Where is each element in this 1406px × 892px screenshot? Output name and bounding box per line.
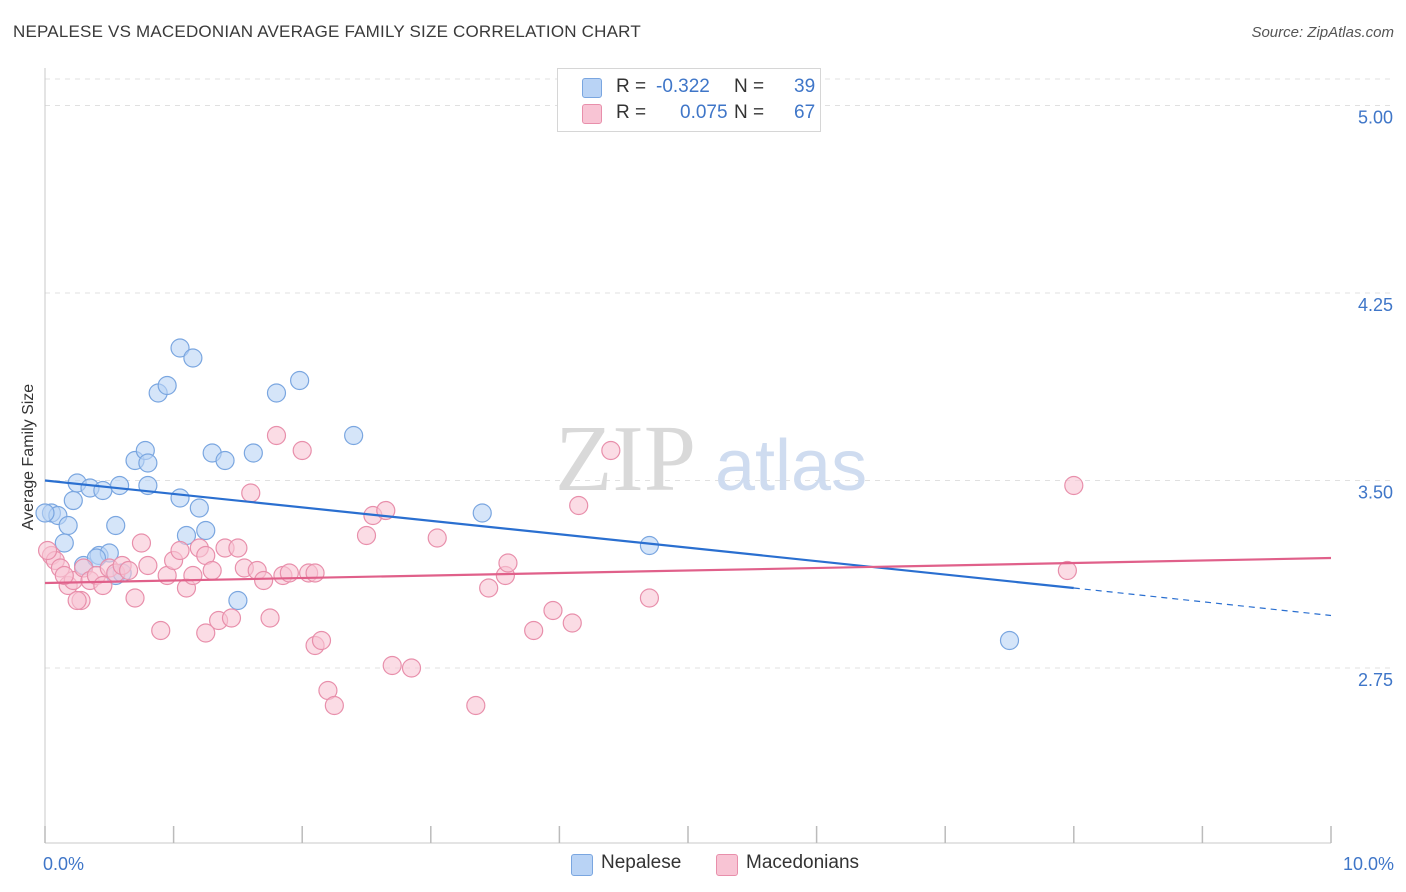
nepalese-point [243, 443, 263, 463]
macedonian-point [427, 528, 447, 548]
y-tick-label: 5.00 [1358, 108, 1393, 128]
nepalese-point [106, 515, 126, 536]
macedonian-point [151, 620, 171, 641]
macedonian-trend-line [44, 556, 1332, 585]
nepalese-point [472, 503, 492, 523]
macedonian-point [524, 620, 544, 641]
n-value: 39 [794, 76, 816, 97]
r-label: R = [616, 102, 647, 123]
macedonian-point [170, 540, 190, 561]
macedonian-point [601, 440, 621, 461]
nepalese-point [54, 533, 74, 553]
macedonians-legend-label: Macedonians [746, 852, 860, 873]
macedonian-point [266, 425, 287, 446]
x-tick-label-right: 10.0% [1343, 854, 1394, 874]
macedonian-point [569, 495, 589, 516]
source-label: Source: ZipAtlas.com [1251, 24, 1394, 41]
axis-layer [44, 68, 1332, 844]
macedonians-legend-swatch [716, 854, 738, 876]
macedonian-point [466, 695, 486, 716]
watermark-zip: ZIP [555, 407, 696, 511]
nepalese-point [639, 535, 660, 556]
macedonian-point [54, 565, 74, 586]
macedonian-point [543, 600, 563, 621]
chart-title: NEPALESE VS MACEDONIAN AVERAGE FAMILY SI… [13, 22, 641, 41]
nepalese-trend-line [44, 479, 1074, 590]
macedonian-point [228, 538, 248, 558]
nepalese-point [215, 450, 235, 471]
macedonian-point [118, 560, 139, 581]
nepalese-point [63, 490, 83, 511]
watermark: ZIP atlas [555, 407, 867, 511]
nepalese-point [157, 375, 177, 396]
nepalese-swatch [582, 78, 602, 98]
nepalese-point [999, 630, 1020, 651]
macedonian-point [196, 623, 216, 643]
nepalese-point [58, 515, 78, 536]
macedonian-point [401, 658, 422, 678]
macedonian-point [260, 608, 280, 628]
nepalese-point [170, 488, 190, 508]
macedonian-point [382, 655, 402, 676]
macedonian-point [305, 563, 325, 583]
nepalese-point [266, 383, 287, 403]
r-value: -0.322 [656, 76, 710, 97]
n-value: 67 [794, 102, 816, 123]
macedonian-point [562, 613, 582, 633]
watermark-atlas: atlas [715, 426, 867, 506]
macedonian-point [324, 695, 344, 716]
nepalese-trend-extension [1073, 587, 1332, 617]
n-label: N = [734, 102, 765, 123]
macedonian-point [67, 590, 87, 611]
nepalese-point [344, 425, 364, 446]
y-tick-label: 2.75 [1358, 670, 1393, 690]
nepalese-legend-swatch [571, 854, 593, 876]
y-axis-label: Average Family Size [20, 384, 37, 531]
nepalese-point [196, 520, 216, 541]
points-layer [35, 338, 1084, 716]
nepalese-point [35, 503, 55, 523]
macedonian-point [356, 525, 377, 546]
macedonian-point [498, 553, 518, 573]
macedonian-swatch [582, 104, 602, 124]
nepalese-point [93, 480, 113, 501]
nepalese-point [189, 498, 209, 518]
r-label: R = [616, 76, 647, 97]
macedonian-point [221, 608, 242, 628]
macedonian-point [1064, 475, 1084, 496]
nepalese-legend-label: Nepalese [601, 852, 682, 873]
macedonian-point [1057, 560, 1077, 581]
y-tick-label: 3.50 [1358, 483, 1393, 503]
macedonian-point [183, 565, 203, 586]
macedonian-point [125, 588, 145, 608]
macedonian-point [37, 540, 58, 561]
r-value: 0.075 [680, 102, 728, 123]
macedonian-point [254, 570, 274, 591]
nepalese-point [290, 370, 310, 391]
macedonian-point [241, 483, 261, 503]
n-label: N = [734, 76, 765, 97]
macedonian-point [202, 560, 222, 581]
trend-layer [44, 479, 1332, 617]
macedonian-point [311, 630, 332, 651]
y-tick-labels: 5.00 4.25 3.50 2.75 [1358, 108, 1393, 691]
macedonian-point [639, 588, 660, 608]
nepalese-point [109, 475, 130, 496]
nepalese-point [170, 338, 190, 358]
y-tick-label: 4.25 [1358, 295, 1393, 315]
nepalese-point [228, 590, 248, 611]
macedonian-point [292, 440, 312, 461]
stats-legend: R = -0.322 N = 39 R = 0.075 N = 67 [557, 68, 821, 132]
macedonian-point [479, 578, 499, 598]
nepalese-point [138, 453, 158, 473]
x-tick-label-left: 0.0% [43, 854, 84, 874]
macedonian-point [138, 555, 158, 576]
nepalese-point [183, 348, 203, 368]
macedonian-point [131, 533, 152, 553]
